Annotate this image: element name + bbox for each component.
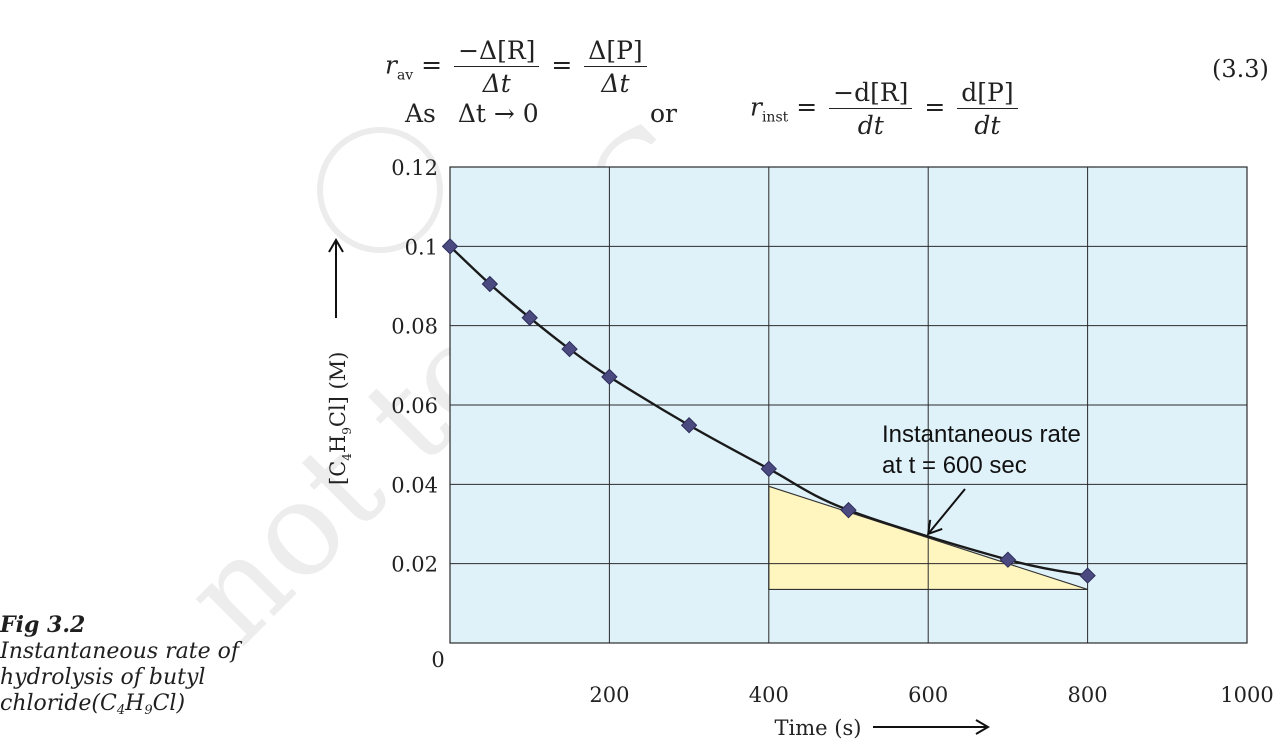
fraction: d[P] dt xyxy=(957,80,1018,140)
annotation-line-1: Instantaneous rate xyxy=(882,421,1081,448)
y-tick-label: 0.06 xyxy=(391,394,438,418)
denominator: Δt xyxy=(482,69,511,98)
annotation-line-2: at t = 600 sec xyxy=(882,452,1027,479)
figure-description: Instantaneous rate of hydrolysis of buty… xyxy=(0,639,330,718)
caption-text: Cl) xyxy=(152,690,186,716)
y-tick-label: 0.12 xyxy=(391,156,438,180)
x-tick-label: 0 xyxy=(431,648,444,672)
equals-sign: = xyxy=(796,92,818,122)
figure-caption: Fig 3.2 Instantaneous rate of hydrolysis… xyxy=(0,612,330,718)
y-tick-label: 0.1 xyxy=(405,235,438,259)
y-axis-label: [C4H9Cl] (M) xyxy=(326,352,354,485)
fraction: −Δ[R] Δt xyxy=(454,38,540,98)
data-point-marker xyxy=(680,417,698,434)
equals-sign: = xyxy=(551,50,573,80)
data-point-marker xyxy=(521,309,538,326)
x-axis-arrowhead xyxy=(975,719,990,735)
rate-symbol: r xyxy=(750,92,762,122)
data-point-marker xyxy=(561,340,578,358)
data-point-marker xyxy=(760,460,778,478)
data-point-marker xyxy=(441,238,459,255)
caption-subscript: 4 xyxy=(116,702,126,718)
data-point-marker xyxy=(999,551,1017,568)
x-tick-label: 800 xyxy=(1068,683,1108,707)
instantaneous-rate-equation: rinst = −d[R] dt = d[P] dt xyxy=(750,80,1022,138)
numerator: Δ[P] xyxy=(584,38,647,67)
data-point-marker xyxy=(1079,567,1096,584)
as-text: As xyxy=(405,99,436,128)
limit-condition: As Δt → 0 xyxy=(405,101,539,126)
equals-sign: = xyxy=(421,50,443,80)
numerator: −Δ[R] xyxy=(454,38,540,67)
denominator: Δt xyxy=(601,69,630,98)
equation-number: (3.3) xyxy=(1212,55,1269,83)
figure-title: Fig 3.2 xyxy=(0,612,86,638)
rate-subscript: av xyxy=(396,67,414,84)
denominator: dt xyxy=(974,111,1001,140)
denominator: dt xyxy=(857,111,884,140)
caption-text: H xyxy=(125,690,145,716)
annotation-arrowhead xyxy=(926,519,943,536)
average-rate-equation: rav = −Δ[R] Δt = Δ[P] Δt xyxy=(385,38,651,96)
x-tick-label: 400 xyxy=(749,683,789,707)
caption-text: Instantaneous rate of hydrolysis of buty… xyxy=(0,638,239,716)
rate-subscript: inst xyxy=(761,109,789,126)
data-point-marker xyxy=(840,501,857,519)
y-axis-arrowhead xyxy=(328,238,344,253)
data-point-marker xyxy=(601,368,618,386)
or-text: or xyxy=(650,99,678,128)
numerator: d[P] xyxy=(957,80,1018,109)
x-axis-label: Time (s) xyxy=(775,716,862,739)
rate-symbol: r xyxy=(385,50,397,80)
equals-sign: = xyxy=(924,92,946,122)
y-tick-label: 0.02 xyxy=(391,553,438,577)
x-tick-label: 1000 xyxy=(1220,683,1273,707)
annotation-arrow xyxy=(927,488,966,535)
numerator: −d[R] xyxy=(829,80,913,109)
limit-expression: Δt → 0 xyxy=(457,99,539,128)
fraction: Δ[P] Δt xyxy=(584,38,647,98)
data-point-marker xyxy=(481,275,499,293)
y-tick-label: 0.08 xyxy=(391,315,438,339)
fraction: −d[R] dt xyxy=(829,80,913,140)
caption-subscript: 9 xyxy=(144,702,153,718)
x-tick-label: 200 xyxy=(589,683,629,707)
y-tick-label: 0.04 xyxy=(391,473,438,497)
x-tick-label: 600 xyxy=(908,683,948,707)
